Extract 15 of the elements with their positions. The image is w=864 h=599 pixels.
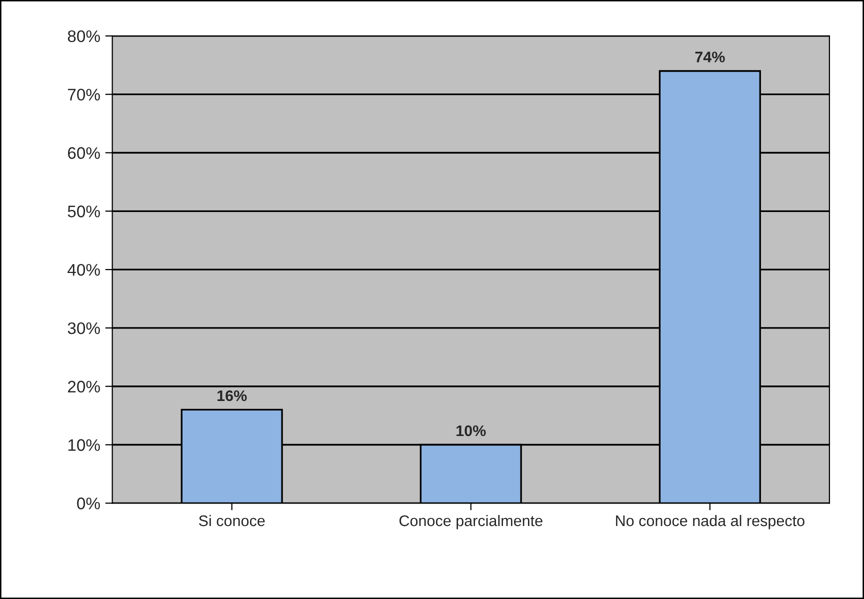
y-tick-label: 20% [68,380,100,393]
y-tick-label: 40% [68,264,100,276]
x-tick-label: Conoce parcialmente [399,514,542,530]
y-tick-label: 30% [68,322,100,334]
y-tick-label: 0% [77,498,100,510]
x-tick-label: No conoce nada al respecto [616,514,804,530]
data-label: 16% [218,390,247,402]
y-tick-label: 70% [68,88,100,101]
y-tick-label: 10% [68,439,100,451]
data-label: 74% [695,52,725,62]
y-tick-label: 50% [68,206,100,218]
data-label: 10% [456,425,486,436]
y-tick-label: 80% [68,30,100,42]
y-tick-label: 60% [68,147,100,159]
x-tick-label: Si conoce [198,514,265,526]
